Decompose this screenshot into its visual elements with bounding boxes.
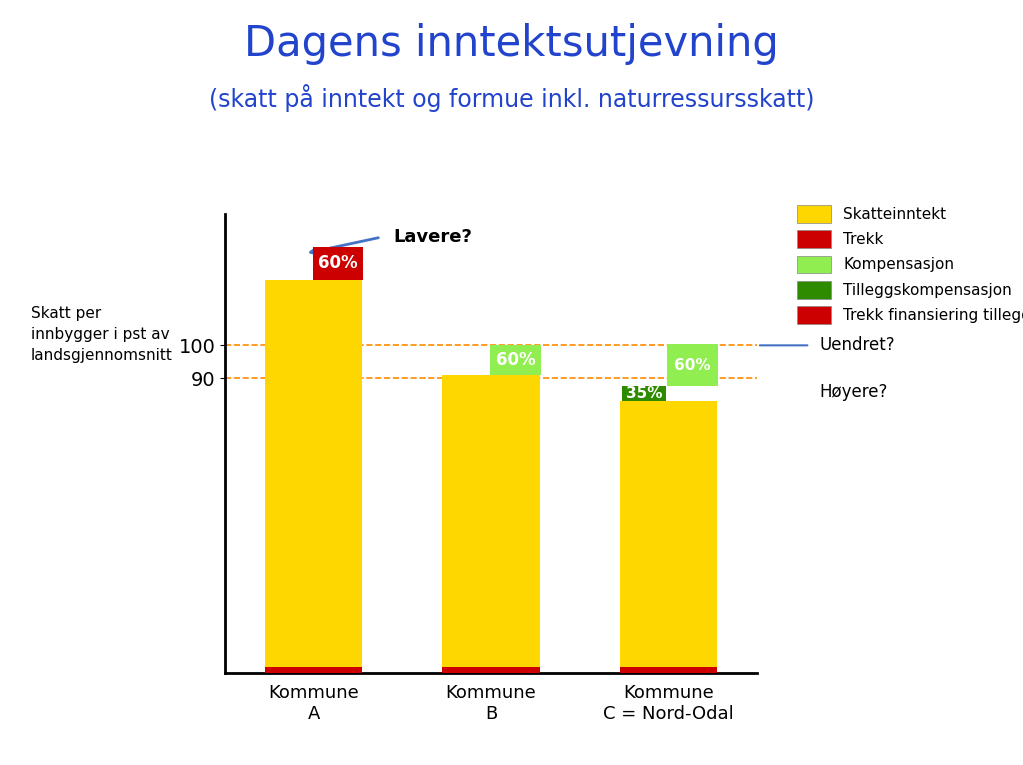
- Text: Dagens inntektsutjevning: Dagens inntektsutjevning: [244, 23, 779, 65]
- Bar: [265, 666, 362, 673]
- Bar: [667, 343, 718, 386]
- Text: (skatt på inntekt og formue inkl. naturressursskatt): (skatt på inntekt og formue inkl. naturr…: [209, 84, 814, 112]
- Bar: [622, 386, 666, 401]
- Text: Høyere?: Høyere?: [819, 383, 888, 401]
- Text: 60%: 60%: [674, 357, 711, 373]
- Text: Lavere?: Lavere?: [394, 228, 473, 246]
- Bar: [313, 247, 363, 280]
- Text: 60%: 60%: [495, 351, 535, 369]
- Text: Uendret?: Uendret?: [819, 337, 895, 354]
- Bar: [620, 666, 717, 673]
- Text: 60%: 60%: [318, 255, 358, 272]
- Text: Skatt per
innbygger i pst av
landsgjennomsnitt: Skatt per innbygger i pst av landsgjenno…: [31, 306, 173, 363]
- Bar: [620, 401, 717, 666]
- Bar: [490, 345, 541, 375]
- Legend: Skatteinntekt, Trekk, Kompensasjon, Tilleggskompensasjon, Trekk finansiering til: Skatteinntekt, Trekk, Kompensasjon, Till…: [791, 199, 1023, 330]
- Bar: [442, 666, 540, 673]
- Text: 35%: 35%: [626, 386, 662, 401]
- Bar: [442, 375, 540, 666]
- Bar: [265, 280, 362, 666]
